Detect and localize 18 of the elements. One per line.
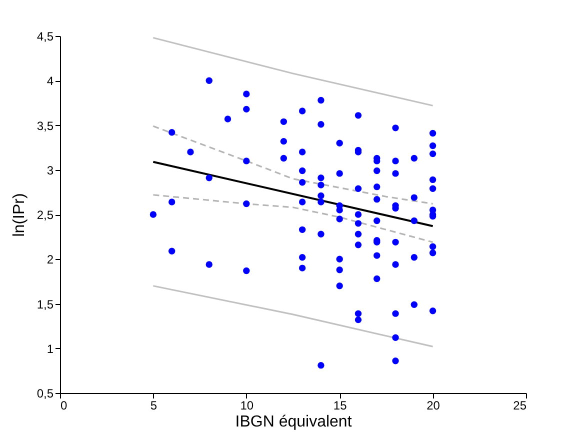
x-tick-label: 10	[240, 398, 254, 412]
y-tick-label: 3	[46, 163, 54, 178]
line-series	[152, 125, 434, 205]
y-tick-label: 3,5	[36, 118, 54, 133]
x-tick-label: 15	[333, 398, 348, 412]
y-tick-label: 1	[46, 342, 54, 356]
x-tick-label: 5	[150, 398, 158, 412]
y-tick-label: 2,5	[36, 208, 54, 222]
y-axis-title: ln(IPr)	[10, 193, 28, 237]
x-tick-label: 25	[513, 398, 527, 412]
y-tick-label: 4	[46, 74, 54, 88]
x-tick-label: 20	[426, 398, 440, 412]
x-tick-label: 0	[60, 398, 68, 412]
y-tick-label: 0,5	[36, 386, 54, 400]
y-tick-label: 4,5	[36, 30, 54, 44]
y-tick-label: 1,5	[36, 297, 54, 312]
x-axis-title: IBGN équivalent	[235, 414, 352, 430]
y-tick-label: 2	[46, 252, 54, 267]
